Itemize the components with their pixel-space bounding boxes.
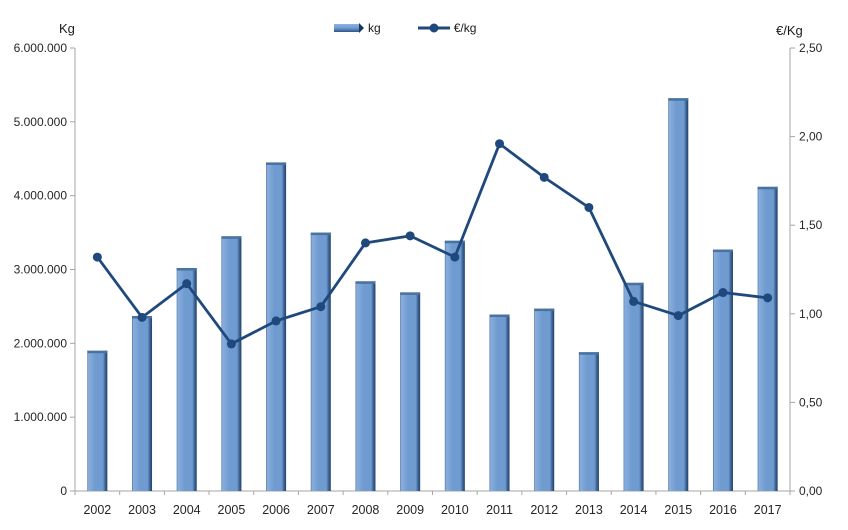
bar-2016 — [712, 249, 733, 491]
line-point-2012 — [539, 172, 549, 182]
bar-cap-2002 — [87, 350, 108, 354]
line-point-2007 — [316, 302, 326, 312]
line-point-2011 — [495, 139, 505, 149]
line-point-2009 — [405, 231, 415, 241]
left-tick-label: 1.000.000 — [14, 410, 68, 424]
bar-cap-2015 — [668, 98, 689, 101]
right-tick-label: 0,00 — [799, 484, 823, 498]
bar-cap-2016 — [712, 249, 733, 253]
right-tick-label: 0,50 — [799, 395, 823, 409]
line-point-2004 — [182, 279, 192, 289]
x-tick-label-2003: 2003 — [128, 503, 156, 517]
bar-2014 — [623, 282, 644, 491]
line-point-2003 — [137, 312, 147, 322]
bar-cap-2005 — [221, 236, 242, 239]
line-point-2006 — [271, 316, 281, 326]
left-tick-label: 4.000.000 — [14, 189, 68, 203]
bar-cap-2008 — [355, 281, 376, 284]
x-tick-label-2011: 2011 — [486, 503, 513, 517]
x-tick-label-2009: 2009 — [396, 503, 424, 517]
bar-2006 — [266, 162, 287, 492]
left-axis-title: Kg — [59, 21, 75, 36]
line-point-2013 — [584, 202, 594, 212]
left-tick-label: 3.000.000 — [14, 263, 68, 277]
legend-item-eur-per-kg: €/kg — [417, 21, 477, 35]
legend-item-kg: kg — [333, 21, 381, 35]
x-tick-label-2006: 2006 — [262, 503, 290, 517]
x-tick-label-2010: 2010 — [441, 503, 469, 517]
x-tick-label-2004: 2004 — [173, 503, 201, 517]
bar-cap-2014 — [623, 282, 644, 286]
left-tick-label: 0 — [60, 484, 67, 498]
bar-2017 — [757, 186, 778, 491]
bar-2008 — [355, 281, 376, 491]
bar-cap-2006 — [266, 162, 287, 165]
x-tick-label-2015: 2015 — [664, 503, 692, 517]
bar-2005 — [221, 236, 242, 491]
bar-cap-2011 — [489, 314, 510, 318]
right-tick-label: 1,50 — [799, 218, 823, 232]
line-series-swatch-icon — [417, 23, 450, 33]
x-tick-label-2005: 2005 — [218, 503, 246, 517]
line-point-2005 — [226, 339, 236, 349]
bar-2013 — [578, 352, 599, 491]
line-point-2008 — [360, 238, 370, 248]
line-point-2017 — [763, 293, 773, 303]
bar-cap-2007 — [310, 232, 331, 236]
bar-2010 — [444, 240, 465, 491]
line-point-2015 — [673, 311, 683, 321]
x-tick-label-2017: 2017 — [754, 503, 782, 517]
bar-cap-2013 — [578, 352, 599, 355]
bar-2003 — [132, 316, 153, 491]
x-tick-label-2013: 2013 — [575, 503, 603, 517]
x-tick-label-2012: 2012 — [530, 503, 558, 517]
line-point-2002 — [92, 252, 102, 262]
line-point-2010 — [450, 252, 460, 262]
eur-per-kg-line — [96, 142, 768, 346]
left-tick-label: 5.000.000 — [14, 115, 68, 129]
bar-cap-2012 — [534, 308, 555, 312]
bar-cap-2009 — [400, 292, 421, 295]
left-tick-label: 2.000.000 — [14, 336, 68, 350]
x-tick-label-2008: 2008 — [352, 503, 380, 517]
bar-2015 — [668, 98, 689, 491]
x-tick-label-2007: 2007 — [307, 503, 335, 517]
right-tick-label: 2,00 — [799, 130, 823, 144]
bar-series-swatch-icon — [334, 23, 364, 33]
legend-label-kg: kg — [368, 21, 381, 35]
x-tick-label-2002: 2002 — [83, 503, 111, 517]
bar-cap-2017 — [757, 186, 778, 190]
x-tick-label-2014: 2014 — [620, 503, 648, 517]
bar-cap-2010 — [444, 240, 465, 244]
left-tick-label: 6.000.000 — [14, 41, 68, 55]
line-series — [92, 139, 773, 349]
right-tick-label: 2,50 — [799, 41, 823, 55]
bar-2011 — [489, 314, 510, 491]
bar-2004 — [176, 268, 197, 491]
bar-series — [87, 98, 778, 492]
right-tick-label: 1,00 — [799, 307, 823, 321]
legend-label-eur-per-kg: €/kg — [453, 21, 477, 35]
bar-2012 — [534, 308, 555, 491]
legend: kg €/kg — [333, 21, 476, 35]
bar-2007 — [310, 232, 331, 492]
x-tick-label-2016: 2016 — [709, 503, 737, 517]
bar-2009 — [400, 292, 421, 491]
tick-labels: 0 1.000.000 2.000.000 3.000.000 4.000.000 5.0… — [14, 41, 823, 517]
bar-2002 — [87, 350, 108, 491]
line-point-2016 — [718, 288, 728, 298]
bar-cap-2004 — [176, 268, 197, 271]
line-point-2014 — [629, 296, 639, 306]
right-axis-title: €/Kg — [776, 23, 803, 38]
